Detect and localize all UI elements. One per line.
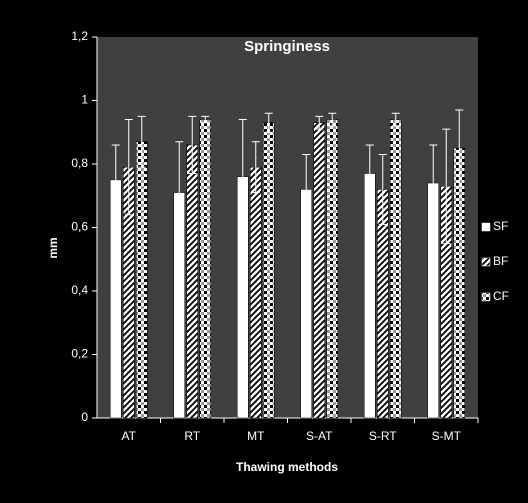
legend-swatch [481,257,491,267]
bar [136,141,148,419]
error-bar [124,119,133,216]
error-bar [188,115,197,175]
y-tick-label: 1 [81,93,88,107]
error-bar [391,112,400,127]
bar [313,122,325,419]
error-bar [175,141,184,244]
error-bar [201,115,210,124]
bar [199,119,211,419]
error-bar [442,128,451,244]
plot-area [97,37,478,418]
bar [110,179,122,419]
error-bar [455,109,464,187]
x-tick-label: RT [184,429,200,443]
error-bar [264,112,273,133]
error-bar [365,144,374,203]
x-axis-label: Thawing methods [236,460,338,474]
bar [250,166,262,419]
legend-label: CF [493,289,509,303]
y-tick-label: 0,6 [71,220,88,234]
y-tick-label: 1,2 [71,29,88,43]
legend-swatch [481,222,491,232]
error-bar [111,144,120,216]
bar [186,144,198,419]
error-bar [238,119,247,235]
y-tick-label: 0,4 [71,283,88,297]
error-bar [302,153,311,225]
legend-label: BF [493,254,508,268]
error-bar [429,144,438,222]
chart-title: Springiness [244,38,330,55]
error-bar [251,141,260,194]
legend-label: SF [493,219,508,233]
y-tick-label: 0,8 [71,156,88,170]
x-tick-label: S-AT [306,429,333,443]
bar [453,147,465,419]
bar [326,119,338,419]
y-tick-label: 0,2 [71,347,88,361]
error-bar [315,115,324,130]
error-bar [137,115,146,168]
error-bar [378,153,387,225]
bar [390,119,402,419]
bar [364,173,376,419]
bar [263,122,275,419]
y-axis-label: mm [46,237,60,258]
error-bar [328,112,337,127]
x-tick-label: S-MT [432,429,462,443]
x-tick-label: S-RT [369,429,397,443]
x-tick-label: AT [122,429,137,443]
y-tick-label: 0 [81,410,88,424]
legend-swatch [481,292,491,302]
x-tick-label: MT [247,429,265,443]
